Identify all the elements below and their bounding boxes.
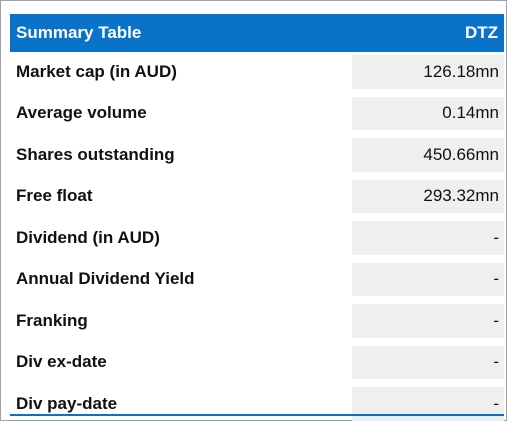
table-row: Annual Dividend Yield - [10, 259, 504, 301]
table-row: Franking - [10, 300, 504, 342]
row-label: Market cap (in AUD) [16, 61, 177, 81]
table-row: Div pay-date - [10, 383, 504, 425]
table-row: Shares outstanding 450.66mn [10, 134, 504, 176]
ticker-label: DTZ [464, 23, 498, 42]
row-label: Annual Dividend Yield [16, 269, 195, 289]
row-label: Shares outstanding [16, 144, 175, 164]
table-row: Free float 293.32mn [10, 176, 504, 218]
table-row: Div ex-date - [10, 342, 504, 384]
summary-table-body: Market cap (in AUD) 126.18mn Average vol… [10, 51, 504, 425]
table-row: Dividend (in AUD) - [10, 217, 504, 259]
summary-table-header: Summary Table DTZ [10, 14, 504, 52]
row-label: Average volume [16, 103, 147, 123]
row-value: 450.66mn [352, 138, 504, 172]
row-label: Div ex-date [16, 352, 107, 372]
row-value: - [352, 262, 504, 296]
summary-table-title: Summary Table [16, 23, 142, 42]
row-label: Div pay-date [16, 393, 118, 413]
row-label: Free float [16, 186, 93, 206]
row-value: 293.32mn [352, 179, 504, 213]
table-row: Market cap (in AUD) 126.18mn [10, 51, 504, 93]
row-value: 126.18mn [352, 55, 504, 89]
row-value: - [352, 304, 504, 338]
row-value: - [352, 345, 504, 379]
row-value: - [352, 221, 504, 255]
table-row: Average volume 0.14mn [10, 93, 504, 135]
table-bottom-rule [10, 414, 504, 416]
row-value: 0.14mn [352, 96, 504, 130]
row-label: Franking [16, 310, 88, 330]
row-label: Dividend (in AUD) [16, 227, 160, 247]
